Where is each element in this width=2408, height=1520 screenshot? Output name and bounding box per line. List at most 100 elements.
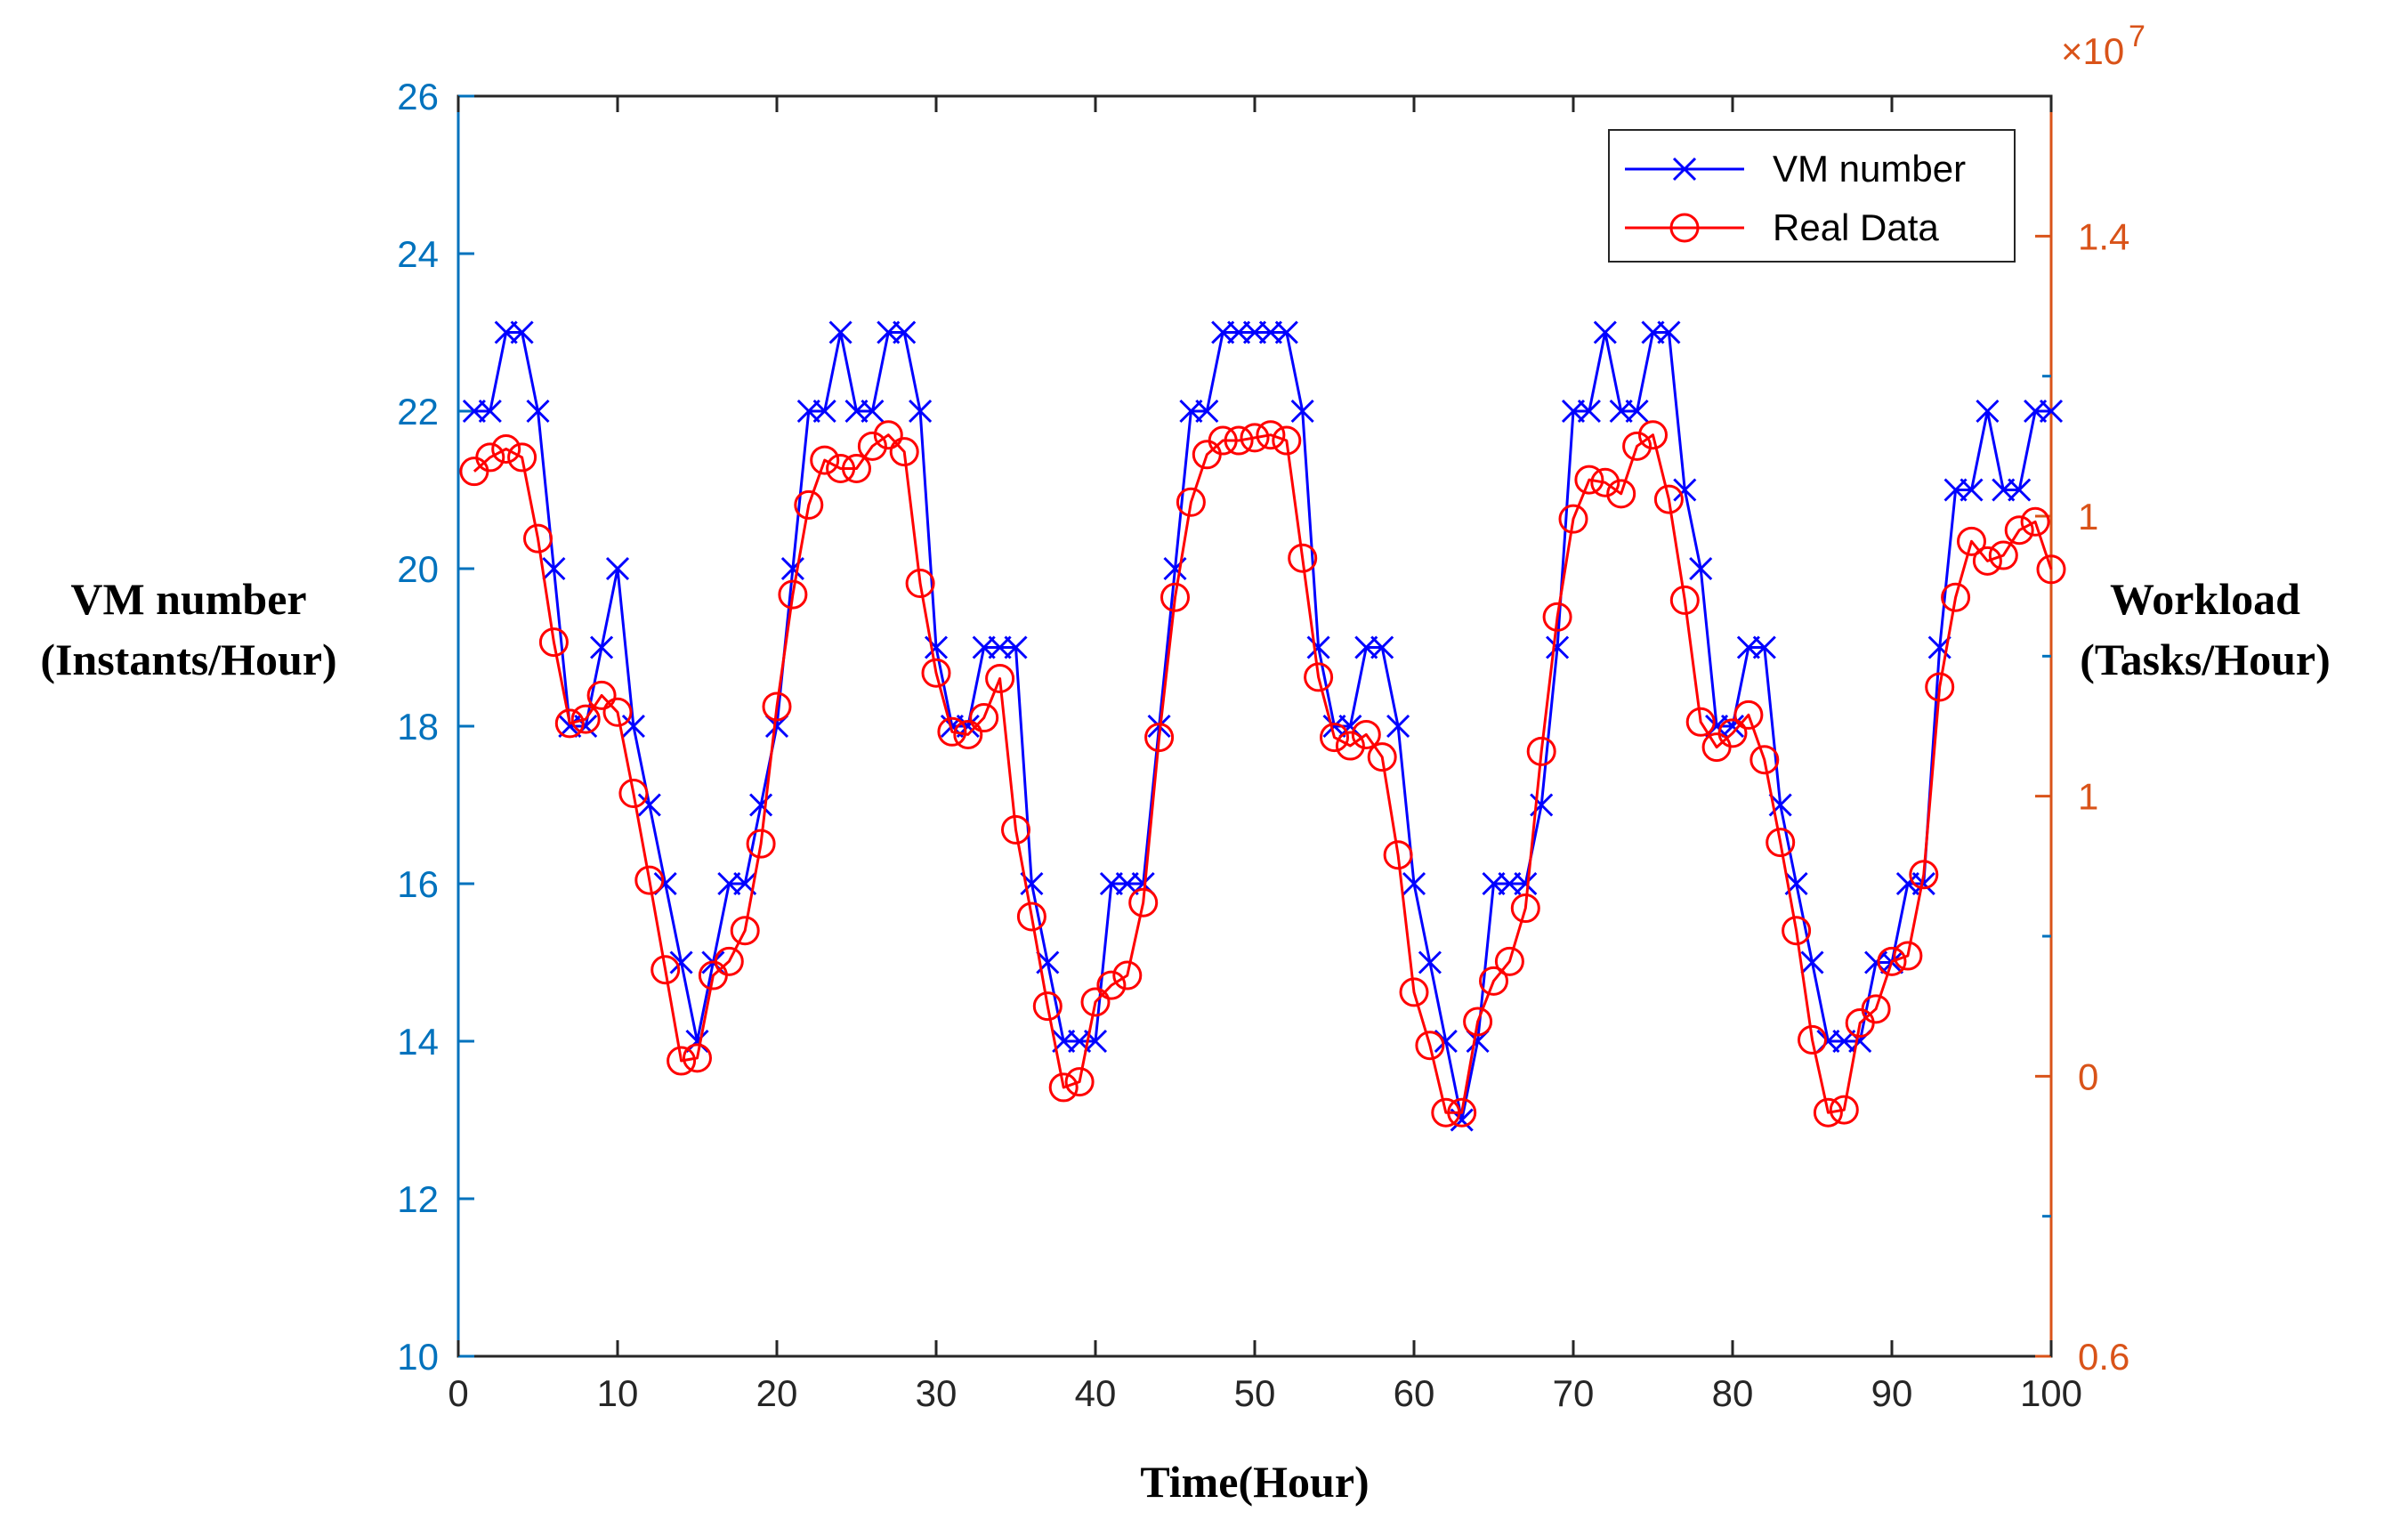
data-point-circle xyxy=(1542,602,1572,632)
data-point-circle xyxy=(1096,970,1127,1000)
data-point-circle xyxy=(618,779,649,809)
marker-stroke xyxy=(1673,478,1697,502)
data-point-circle xyxy=(1288,543,1318,573)
data-point-circle xyxy=(1494,946,1524,976)
data-point-x xyxy=(1911,871,1935,896)
data-point-x xyxy=(1577,399,1601,424)
right-axis-exponent-power: 7 xyxy=(2129,20,2145,53)
x-tick-label: 70 xyxy=(1553,1372,1595,1414)
data-point-circle xyxy=(1669,585,1700,615)
data-point-circle xyxy=(1256,420,1286,450)
data-point-circle xyxy=(1415,1031,1445,1061)
data-point-circle xyxy=(554,708,585,739)
data-point-circle xyxy=(602,697,633,727)
data-point-x xyxy=(749,793,773,817)
x-tick-label: 60 xyxy=(1394,1372,1435,1414)
marker-stroke xyxy=(2039,399,2064,424)
left-y-axis: 10 12 14 16 18 20 22 24 26 xyxy=(397,76,474,1378)
marker-stroke xyxy=(1274,320,1298,344)
marker-stroke xyxy=(1450,1108,1474,1132)
data-point-x xyxy=(1752,635,1776,659)
data-point-circle xyxy=(1606,479,1636,509)
marker-stroke xyxy=(526,399,550,424)
data-point-circle xyxy=(857,431,887,461)
data-point-circle xyxy=(570,704,601,734)
marker-stroke xyxy=(542,556,566,581)
data-point-circle xyxy=(810,445,840,475)
series-line xyxy=(473,331,2051,1121)
data-point-x xyxy=(478,399,502,424)
left-tick-label: 16 xyxy=(397,863,439,905)
marker-stroke xyxy=(1386,714,1410,739)
data-point-circle xyxy=(746,829,776,859)
left-axis-title-line1: VM number xyxy=(70,574,306,624)
data-point-circle xyxy=(1877,946,1907,976)
data-point-circle xyxy=(1685,707,1716,737)
data-point-circle xyxy=(667,1046,697,1076)
data-point-circle xyxy=(1144,723,1175,753)
data-point-circle xyxy=(475,442,505,473)
data-point-x xyxy=(1290,399,1314,424)
data-point-circle xyxy=(1351,719,1381,749)
data-point-circle xyxy=(1335,731,1365,761)
data-point-circle xyxy=(1399,977,1429,1007)
data-point-circle xyxy=(714,946,744,976)
data-point-x xyxy=(669,950,693,974)
series-line xyxy=(473,433,2053,1114)
marker-stroke xyxy=(1911,871,1935,896)
data-point-circle xyxy=(1798,1024,1827,1055)
x-axis: 0 10 20 30 40 50 60 70 80 90 100 xyxy=(448,96,2082,1414)
marker-stroke xyxy=(1290,399,1314,424)
data-point-x xyxy=(828,320,852,344)
marker-stroke xyxy=(1960,478,1984,502)
data-point-circle xyxy=(778,579,808,610)
data-point-x xyxy=(1689,556,1713,581)
marker-stroke xyxy=(605,556,630,581)
data-point-circle xyxy=(985,664,1015,694)
data-point-circle xyxy=(1590,467,1620,497)
data-point-circle xyxy=(1510,893,1540,924)
data-point-x xyxy=(685,1029,709,1054)
data-point-circle xyxy=(1717,718,1748,748)
x-tick-label: 50 xyxy=(1234,1372,1276,1414)
left-tick-label: 14 xyxy=(397,1021,439,1063)
data-point-circle xyxy=(1160,582,1190,612)
data-point-circle xyxy=(1941,582,1971,612)
marker-stroke xyxy=(685,1029,709,1054)
marker-stroke xyxy=(749,793,773,817)
data-point-circle xyxy=(1208,425,1238,456)
right-tick-label: 0.6 xyxy=(2078,1336,2129,1378)
data-point-circle xyxy=(1240,423,1270,453)
marker-stroke xyxy=(924,635,949,659)
data-point-circle xyxy=(842,454,871,484)
marker-stroke xyxy=(1625,399,1649,424)
right-axis-exponent: ×10 xyxy=(2061,30,2124,72)
data-point-circle xyxy=(1128,887,1159,918)
marker-stroke xyxy=(812,399,836,424)
data-point-circle xyxy=(1638,420,1668,450)
data-point-circle xyxy=(1861,994,1891,1024)
marker-stroke xyxy=(1418,950,1442,974)
legend-marker-vm xyxy=(1672,157,1697,182)
right-axis-title-line1: Workload xyxy=(2110,574,2300,624)
data-point-circle xyxy=(1304,662,1334,692)
data-point-circle xyxy=(1431,1097,1461,1128)
left-tick-label: 22 xyxy=(397,391,439,433)
x-tick-label: 100 xyxy=(2020,1372,2082,1414)
legend: VM number Real Data xyxy=(1608,129,2016,263)
marker-stroke xyxy=(909,399,933,424)
data-point-x xyxy=(1625,399,1649,424)
data-point-circle xyxy=(1176,487,1206,517)
data-point-x xyxy=(1514,871,1538,896)
data-point-x xyxy=(526,399,550,424)
data-point-circle xyxy=(1463,1007,1493,1037)
right-axis-title-line2: (Tasks/Hour) xyxy=(2080,635,2331,684)
data-point-circle xyxy=(905,569,935,599)
data-point-x xyxy=(1195,399,1219,424)
marker-stroke xyxy=(1195,399,1219,424)
data-point-x xyxy=(1657,320,1681,344)
data-point-x xyxy=(605,556,630,581)
data-point-circle xyxy=(762,691,792,722)
data-point-x xyxy=(1386,714,1410,739)
